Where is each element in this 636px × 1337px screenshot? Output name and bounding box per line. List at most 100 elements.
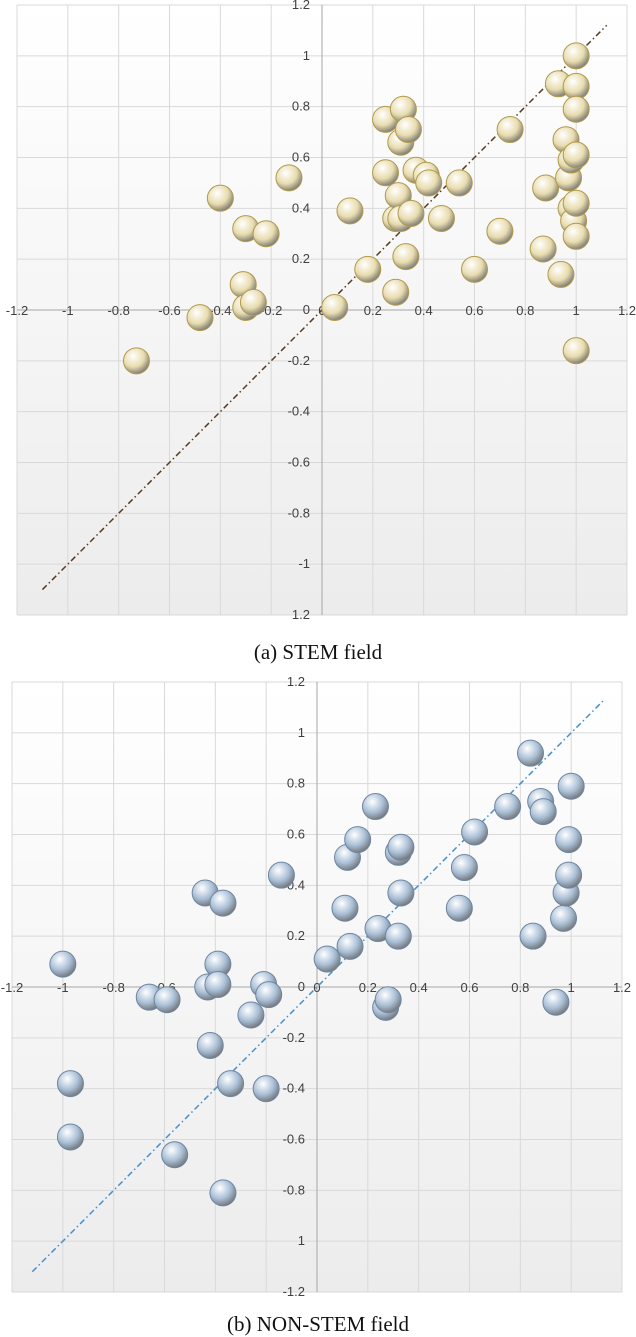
data-point <box>532 174 560 202</box>
y-tick-label: -0.4 <box>283 1081 305 1096</box>
x-tick-label: 0.4 <box>415 303 433 318</box>
data-point <box>161 1141 189 1169</box>
data-point <box>209 889 237 917</box>
data-point <box>387 879 415 907</box>
y-tick-label: -0.6 <box>283 1132 305 1147</box>
data-point <box>384 922 412 950</box>
x-tick-label: 1 <box>568 980 575 995</box>
data-point <box>496 116 524 144</box>
stem-chart-caption: (a) STEM field <box>253 640 383 664</box>
data-point <box>122 347 150 375</box>
y-tick-label: -1 <box>298 556 310 571</box>
data-point <box>387 833 415 861</box>
data-point <box>49 950 77 978</box>
data-point <box>494 793 522 821</box>
data-point <box>56 1070 84 1098</box>
data-point <box>529 235 557 263</box>
y-tick-label: 0.6 <box>287 827 305 842</box>
data-point <box>361 793 389 821</box>
x-tick-label: -0.8 <box>102 980 124 995</box>
data-point <box>321 293 349 321</box>
data-point <box>562 189 590 217</box>
data-point <box>517 739 544 767</box>
data-point <box>555 861 583 889</box>
data-point <box>542 988 570 1016</box>
data-point <box>562 42 590 70</box>
data-point <box>239 288 267 316</box>
x-tick-label: 0.2 <box>359 980 377 995</box>
y-tick-label: -0.2 <box>283 1030 305 1045</box>
data-point <box>252 1075 280 1103</box>
y-tick-label: 0 <box>303 302 310 317</box>
y-tick-label: 1.2 <box>292 607 310 622</box>
data-point <box>519 922 547 950</box>
x-tick-label: 1.2 <box>618 303 636 318</box>
data-point <box>382 278 410 306</box>
data-point <box>427 205 455 232</box>
x-tick-label: 0.6 <box>465 303 483 318</box>
data-point <box>394 116 422 144</box>
x-tick-label: 0 <box>313 980 320 995</box>
data-point <box>374 986 402 1014</box>
y-tick-label: -0.2 <box>288 353 310 368</box>
data-point <box>529 798 557 826</box>
data-point <box>255 981 283 1009</box>
x-tick-label: -1 <box>57 980 69 995</box>
data-point <box>562 95 590 123</box>
data-point <box>331 894 359 922</box>
data-point <box>267 861 295 889</box>
data-point <box>461 255 488 283</box>
y-tick-label: 0.2 <box>292 251 310 266</box>
y-tick-label: 0.8 <box>292 99 310 114</box>
data-point <box>555 826 583 854</box>
data-point <box>206 184 234 212</box>
data-point <box>445 894 473 922</box>
data-point <box>557 772 585 800</box>
x-tick-label: 1 <box>573 303 580 318</box>
stem-scatter-plot: -1.2 -1 -0.8 -0.6 -0.4 -0.2 0 0.2 0.4 0.6 0.8 1 1.2 1… <box>6 0 636 622</box>
data-point <box>415 169 443 197</box>
x-tick-label: -0.4 <box>209 303 231 318</box>
data-point <box>196 1031 224 1059</box>
y-tick-label: 1 <box>298 725 305 740</box>
data-point <box>275 164 303 192</box>
x-tick-label: 1.2 <box>613 980 631 995</box>
data-point <box>204 970 232 998</box>
data-point <box>562 337 590 365</box>
data-point <box>547 260 575 288</box>
x-tick-label: 0.8 <box>516 303 534 318</box>
data-point <box>354 255 382 283</box>
data-point <box>209 1179 237 1207</box>
non-stem-scatter-plot: -1.2 -1 -0.8 -0.6 -0.4 -0.2 0 0.2 0.4 0.6 0.8 1 1.2 1… <box>1 674 631 1299</box>
non-stem-scatter-chart: -1.2 -1 -0.8 -0.6 -0.4 -0.2 0 0.2 0.4 0.6 0.8 1 1.2 1… <box>0 670 636 1310</box>
y-tick-label: -0.8 <box>288 505 310 520</box>
y-tick-label: 0.2 <box>287 928 305 943</box>
data-point <box>336 197 364 225</box>
data-point <box>313 945 341 973</box>
y-tick-label: 1.2 <box>287 674 305 689</box>
data-point <box>252 220 280 248</box>
data-point <box>562 222 590 250</box>
data-point <box>486 217 514 245</box>
data-point <box>461 818 489 846</box>
data-point <box>344 826 372 854</box>
non-stem-chart-caption: (b) NON-STEM field <box>227 1312 409 1336</box>
data-point <box>562 141 590 169</box>
data-point <box>336 932 364 960</box>
data-point <box>450 854 478 882</box>
data-point <box>237 1001 265 1029</box>
data-point <box>562 72 590 100</box>
y-tick-label: 0.8 <box>287 776 305 791</box>
y-tick-label: 0.6 <box>292 150 310 165</box>
data-point <box>56 1123 84 1151</box>
stem-scatter-chart: -1.2 -1 -0.8 -0.6 -0.4 -0.2 0 0.2 0.4 0.6 0.8 1 1.2 1… <box>0 0 636 625</box>
data-point <box>445 169 473 197</box>
x-tick-label: 0.2 <box>364 303 382 318</box>
x-tick-label: -1 <box>62 303 74 318</box>
x-tick-label: -0.8 <box>107 303 129 318</box>
data-point <box>153 986 181 1014</box>
y-tick-label: 0 <box>298 979 305 994</box>
y-tick-label: -0.4 <box>288 404 310 419</box>
data-point <box>392 243 420 271</box>
data-point <box>550 904 578 932</box>
